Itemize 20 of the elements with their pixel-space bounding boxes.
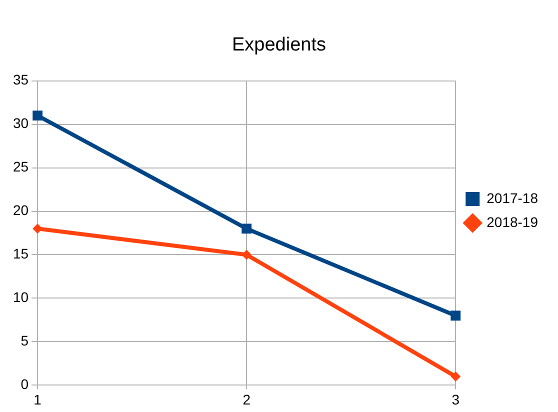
y-tick-label: 5 [20, 332, 29, 349]
y-tick-label: 35 [12, 72, 29, 88]
point [242, 224, 252, 234]
point [450, 372, 461, 382]
x-tick-label: 1 [34, 391, 42, 408]
y-tick-label: 25 [12, 158, 29, 175]
x-tick-label: 2 [242, 391, 251, 408]
y-tick-label: 15 [12, 246, 29, 262]
point [32, 224, 43, 234]
point [32, 110, 43, 121]
x-tick-label: 3 [452, 391, 460, 408]
point [450, 310, 461, 321]
chart-title: Expedients [232, 34, 326, 56]
legend-label: 2017-18 [486, 190, 538, 206]
point [242, 250, 252, 260]
y-tick-label: 20 [12, 202, 29, 218]
y-tick-label: 30 [12, 115, 29, 132]
y-tick-label: 10 [12, 289, 29, 306]
legend-label: 2018-19 [486, 214, 538, 230]
y-tick-label: 0 [20, 376, 29, 392]
